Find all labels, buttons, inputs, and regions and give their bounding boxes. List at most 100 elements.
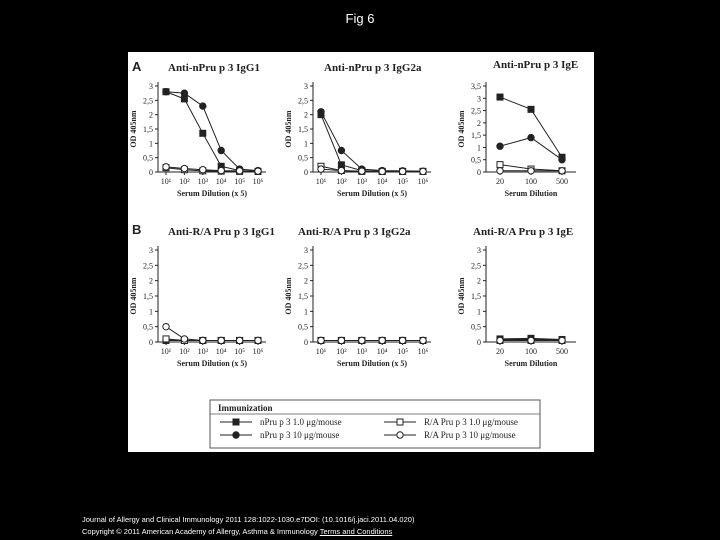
y-tick-label: 2,5 [143, 261, 153, 270]
y-tick-label: 0,5 [298, 154, 308, 163]
legend-label: nPru p 3 1.0 μg/mouse [260, 417, 342, 427]
x-tick-label: 10² [179, 177, 190, 186]
y-axis-label: OD 405nm [284, 110, 293, 147]
data-point [217, 336, 225, 345]
x-axis-label: Serum Dilution (x 5) [177, 189, 247, 198]
series-filled-square [162, 88, 262, 175]
panel-label-b: B [132, 222, 141, 237]
data-point [337, 166, 346, 175]
x-tick-label: 10¹ [161, 177, 172, 186]
legend-label: nPru p 3 10 μg/mouse [260, 430, 339, 440]
chart-6: Anti-R/A Pru p 3 IgE 0 0,5 1 1,5 2 2,5 3 20 100 50… [457, 226, 576, 368]
y-tick-label: 3 [149, 246, 153, 255]
y-tick-label: 0,5 [143, 154, 153, 163]
x-tick-label: 10⁴ [216, 177, 227, 186]
data-point [317, 108, 325, 116]
y-tick-label: 0,5 [471, 156, 481, 165]
y-tick-label: 1,5 [143, 125, 153, 134]
terms-link[interactable]: Terms and Conditions [319, 527, 393, 536]
series-line [165, 91, 259, 172]
footer: Journal of Allergy and Clinical Immunolo… [82, 514, 414, 538]
data-point [378, 336, 386, 345]
x-tick-label: 10⁴ [377, 177, 388, 186]
y-tick-label: 1,5 [298, 125, 308, 134]
y-tick-label: 2,5 [143, 96, 153, 105]
x-tick-label: 10¹ [161, 347, 172, 356]
data-point [199, 336, 207, 345]
x-tick-label: 20 [496, 177, 504, 186]
series-open-square [317, 162, 427, 175]
legend-marker [396, 431, 404, 439]
y-tick-label: 3 [477, 246, 481, 255]
y-axis-label: OD 405nm [457, 277, 466, 314]
data-point [558, 167, 566, 175]
y-axis-label: OD 405nm [129, 110, 138, 147]
data-point [162, 322, 170, 331]
x-tick-label: 10² [336, 347, 347, 356]
x-tick-label: 10⁶ [253, 347, 264, 356]
data-point [317, 336, 325, 345]
data-point [527, 133, 535, 142]
x-tick-label: 10³ [198, 347, 209, 356]
slide-title: Fig 6 [345, 11, 375, 26]
data-point [378, 167, 386, 176]
data-point [254, 336, 262, 345]
chart-title: Anti-nPru p 3 IgG1 [168, 62, 260, 74]
data-point [317, 165, 325, 173]
y-tick-label: 0 [149, 168, 153, 177]
series-line [320, 111, 424, 172]
y-tick-label: 2 [477, 277, 481, 286]
data-point [358, 167, 366, 175]
x-axis-label: Serum Dilution (x 5) [177, 359, 247, 368]
y-tick-label: 2 [149, 277, 153, 286]
y-tick-label: 2 [149, 111, 153, 120]
copyright-text: Copyright © 2011 American Academy of All… [82, 527, 318, 536]
legend-entry: nPru p 3 10 μg/mouse [220, 430, 339, 440]
data-point [162, 88, 170, 96]
y-tick-label: 3 [149, 82, 153, 91]
y-tick-label: 3 [304, 82, 308, 91]
y-tick-label: 2,5 [471, 107, 481, 116]
y-tick-label: 1 [149, 307, 153, 316]
series-open-circle [162, 322, 262, 345]
series-filled-square [496, 93, 566, 161]
y-tick-label: 0,5 [471, 323, 481, 332]
y-tick-label: 2 [477, 119, 481, 128]
y-tick-label: 1 [149, 139, 153, 148]
data-point [162, 335, 170, 343]
y-tick-label: 1 [477, 143, 481, 152]
x-tick-label: 20 [496, 347, 504, 356]
data-point [496, 142, 504, 150]
x-tick-label: 10² [179, 347, 190, 356]
data-point [398, 336, 407, 345]
y-tick-label: 0,5 [143, 323, 153, 332]
y-tick-label: 0 [304, 168, 308, 177]
y-tick-label: 1 [304, 139, 308, 148]
chart-4: Anti-R/A Pru p 3 IgG1 0 0,5 1 1,5 2 2,5 3 10¹ 10²… [129, 226, 275, 368]
y-tick-label: 1 [304, 307, 308, 316]
data-point [217, 146, 225, 155]
legend-label: R/A Pru p 3 1.0 μg/mouse [424, 417, 518, 427]
data-point [527, 336, 535, 345]
chart-1: Anti-nPru p 3 IgG1 0 0,5 1 1,5 2 2,5 3 10¹ 10² 10³… [129, 62, 266, 198]
data-point [358, 336, 366, 345]
legend: Immunization nPru p 3 1.0 μg/mouse nPru p… [209, 399, 541, 449]
legend-marker [232, 431, 240, 439]
data-point [527, 167, 535, 175]
y-tick-label: 1,5 [143, 292, 153, 301]
y-tick-label: 0 [149, 338, 153, 347]
x-axis-label: Serum Dilution [505, 189, 558, 198]
figure: A B Anti-nPru p 3 IgG1 0 0,5 1 1,5 2 2,5 3 10¹ 10… [128, 52, 594, 452]
series-line [165, 326, 258, 341]
chart-title: Anti-nPru p 3 IgG2a [324, 62, 422, 74]
x-tick-label: 10⁵ [397, 347, 408, 356]
legend-label: R/A Pru p 3 10 μg/mouse [424, 430, 516, 440]
chart-5: Anti-R/A Pru p 3 IgG2a 0 0,5 1 1,5 2 2,5 3 10¹ 10… [284, 226, 431, 368]
y-tick-label: 1,5 [471, 292, 481, 301]
legend-title: Immunization [218, 403, 273, 413]
y-tick-label: 0 [477, 168, 481, 177]
series-line [165, 91, 259, 172]
series-filled-circle [162, 88, 262, 175]
x-axis-label: Serum Dilution (x 5) [337, 359, 407, 368]
y-tick-label: 2 [304, 277, 308, 286]
